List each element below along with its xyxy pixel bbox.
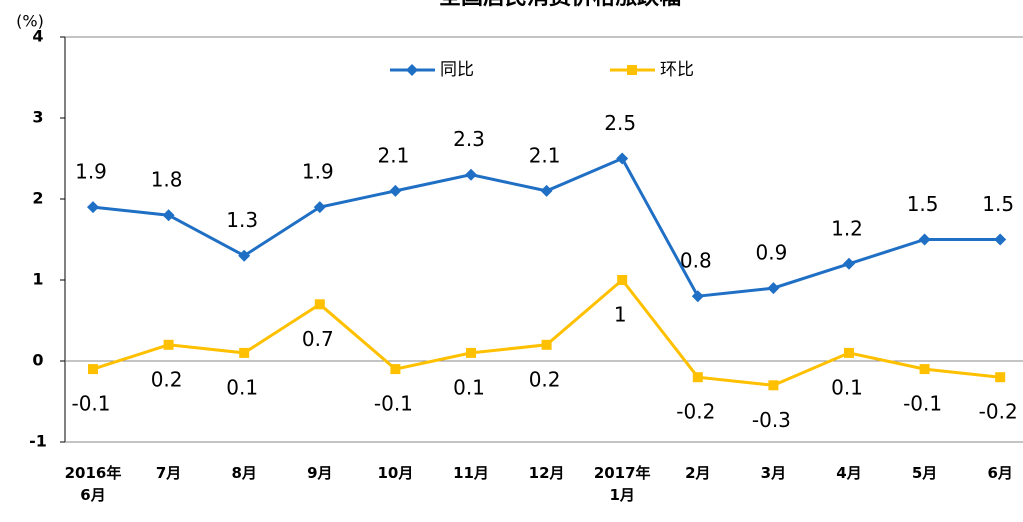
data-label: 0.9 [755,241,787,265]
point [768,380,779,391]
x-tick-label: 8月 [231,464,257,482]
data-label: 0.1 [453,375,485,399]
data-label: 2.1 [377,143,409,167]
data-label: 0.1 [226,375,258,399]
data-label: 1.5 [982,192,1014,216]
data-label: 0.8 [680,249,712,273]
data-label: 0.2 [151,367,183,391]
data-label: -0.2 [676,400,715,424]
x-tick-label: 6月 [987,464,1013,482]
x-tick-label: 2月 [685,464,711,482]
point [163,339,174,350]
point [87,201,99,214]
data-label: 0.1 [831,375,863,399]
data-label: 1.3 [226,208,258,232]
data-label: 1.9 [75,160,107,184]
data-label: -0.1 [71,392,110,416]
data-label: 2.3 [453,127,485,151]
data-label: -0.3 [752,408,791,432]
data-label: 1.5 [907,192,939,216]
y-tick-label: 1 [32,270,43,289]
point [617,275,628,285]
data-label: 2.1 [529,143,561,167]
chart-title: 全国居民消费价格涨跌幅 [438,0,681,10]
data-label: -0.2 [979,400,1018,424]
x-tick-label: 11月 [453,464,489,482]
point [767,282,780,295]
point [541,339,552,350]
point [918,233,931,246]
point [239,347,250,358]
x-tick-label: 9月 [307,464,333,482]
point [540,184,553,197]
data-label: 2.5 [604,111,636,135]
x-tick-label: 4月 [836,464,862,482]
data-label: 1 [614,303,627,327]
point [238,249,251,262]
point [389,184,402,197]
data-label: 0.2 [529,367,561,391]
x-tick-label: 10月 [377,464,414,482]
data-label: 1.8 [151,168,183,192]
y-tick-label: 2 [32,189,43,208]
legend-marker [627,65,637,75]
data-label: -0.1 [374,392,413,416]
y-tick-label: 4 [32,27,43,46]
x-tick-label: 2017年 1月 [593,464,651,504]
x-tick-label: 7月 [155,464,182,482]
point [314,299,325,310]
point [465,168,477,181]
point [919,364,930,375]
point [843,257,855,270]
y-axis-label: (%) [16,12,44,31]
point [844,347,854,358]
y-tick-label: 3 [32,108,43,127]
x-tick-label: 5月 [911,464,938,482]
y-tick-label: -1 [29,432,47,451]
legend-label: 环比 [660,60,694,80]
point [313,201,326,214]
legend-marker [406,64,418,76]
data-label: -0.1 [903,392,942,416]
point [88,364,98,375]
point [692,372,703,383]
point [466,347,476,358]
point [994,233,1007,246]
point [995,372,1006,383]
point [616,152,629,165]
legend-label: 同比 [440,60,474,80]
x-tick-label: 12月 [528,464,565,482]
x-tick-label: 2016年 6月 [64,464,122,504]
point [691,290,704,303]
data-label: 1.9 [302,160,334,184]
point [162,209,175,222]
data-label: 0.7 [302,327,334,351]
data-label: 1.2 [831,216,863,240]
point [390,364,401,375]
x-tick-label: 3月 [760,464,787,482]
y-tick-label: 0 [32,351,43,370]
